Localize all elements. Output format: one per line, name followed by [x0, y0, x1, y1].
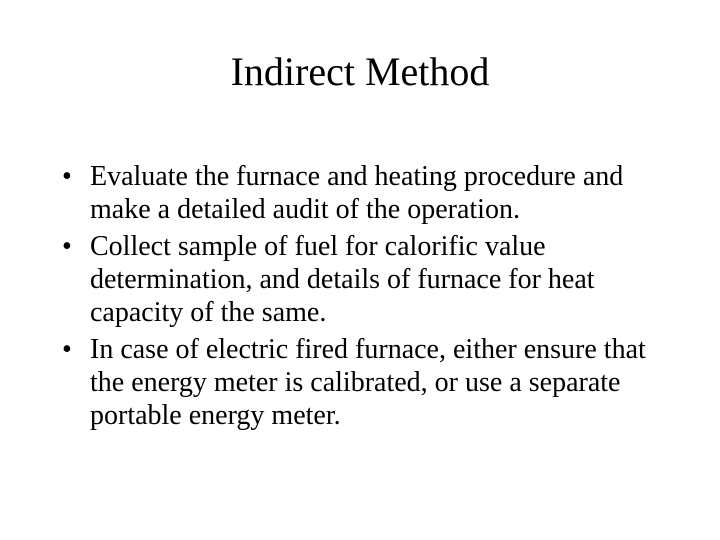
list-item: In case of electric fired furnace, eithe… — [60, 333, 660, 432]
list-item: Evaluate the furnace and heating procedu… — [60, 160, 660, 226]
list-item: Collect sample of fuel for calorific val… — [60, 230, 660, 329]
slide-content: Evaluate the furnace and heating procedu… — [60, 160, 660, 436]
bullet-list: Evaluate the furnace and heating procedu… — [60, 160, 660, 432]
slide-title: Indirect Method — [0, 0, 720, 95]
slide: Indirect Method Evaluate the furnace and… — [0, 0, 720, 540]
